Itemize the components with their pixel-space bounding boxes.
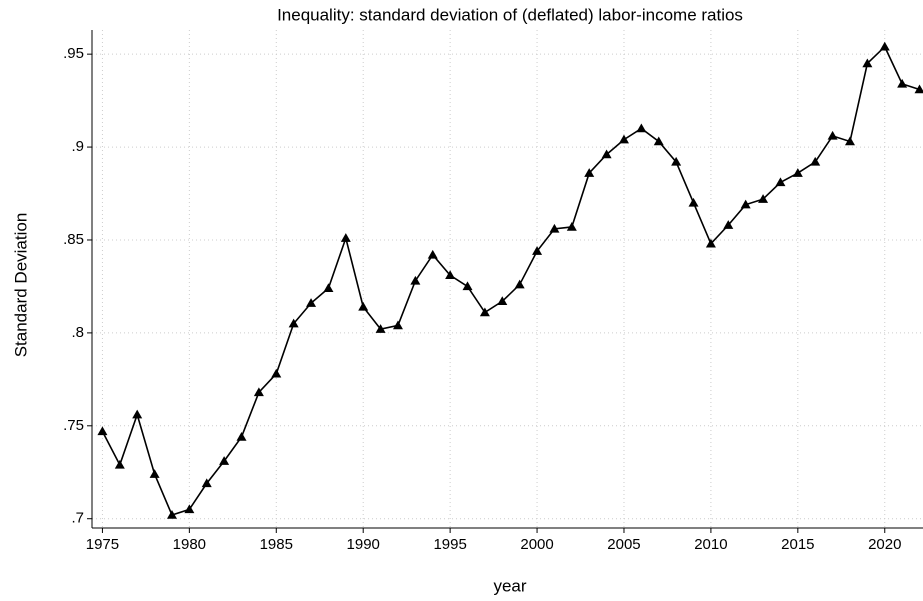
y-tick-label: .9 xyxy=(71,138,84,155)
marker xyxy=(219,456,230,465)
marker xyxy=(549,223,560,233)
x-tick-label: 2020 xyxy=(868,536,901,553)
marker xyxy=(723,220,734,229)
marker xyxy=(914,84,923,94)
x-tick-label: 2000 xyxy=(520,536,553,553)
x-tick-label: 2005 xyxy=(607,536,640,553)
marker xyxy=(514,279,525,289)
x-tick-label: 1995 xyxy=(433,536,466,553)
marker xyxy=(479,307,490,317)
x-tick-label: 1980 xyxy=(173,536,206,553)
marker xyxy=(97,426,108,436)
x-tick-label: 1975 xyxy=(86,536,119,553)
marker xyxy=(184,504,195,514)
marker xyxy=(427,249,438,259)
y-tick-label: .7 xyxy=(71,510,84,527)
chart-title: Inequality: standard deviation of (defla… xyxy=(277,5,743,24)
marker xyxy=(462,281,473,291)
marker xyxy=(636,123,647,133)
marker xyxy=(497,296,508,306)
y-tick-label: .75 xyxy=(63,417,84,434)
marker xyxy=(810,156,821,166)
marker xyxy=(306,298,317,307)
marker xyxy=(827,130,838,140)
marker xyxy=(236,431,247,441)
marker xyxy=(288,318,299,328)
marker xyxy=(671,156,682,166)
marker xyxy=(566,221,577,231)
marker xyxy=(584,168,595,177)
marker xyxy=(132,409,143,419)
marker xyxy=(201,478,212,488)
marker xyxy=(897,78,908,88)
marker xyxy=(375,324,386,333)
marker xyxy=(758,194,769,203)
marker xyxy=(618,134,629,144)
y-tick-label: .85 xyxy=(63,231,84,248)
x-tick-label: 1990 xyxy=(347,536,380,553)
marker xyxy=(253,387,264,397)
marker xyxy=(879,41,890,51)
y-tick-label: .95 xyxy=(63,45,84,62)
marker xyxy=(740,199,751,209)
marker xyxy=(323,283,334,293)
marker xyxy=(410,275,421,285)
marker xyxy=(532,246,543,255)
marker xyxy=(166,509,177,519)
y-axis-title: Standard Deviation xyxy=(11,213,30,358)
marker xyxy=(445,270,456,280)
marker xyxy=(775,177,786,187)
marker xyxy=(149,469,160,478)
marker xyxy=(114,459,125,469)
x-axis-title: year xyxy=(493,576,526,595)
marker xyxy=(862,58,873,68)
marker xyxy=(705,238,716,248)
y-tick-label: .8 xyxy=(71,324,84,341)
x-tick-label: 2015 xyxy=(781,536,814,553)
marker xyxy=(271,368,282,378)
marker xyxy=(653,136,664,146)
marker xyxy=(601,149,612,159)
line xyxy=(101,45,920,516)
x-tick-label: 2010 xyxy=(694,536,727,553)
marker xyxy=(688,197,699,207)
marker xyxy=(358,301,369,311)
marker xyxy=(844,136,855,146)
marker xyxy=(340,233,351,242)
x-tick-label: 1985 xyxy=(260,536,293,553)
marker xyxy=(792,168,803,177)
marker xyxy=(392,320,403,330)
